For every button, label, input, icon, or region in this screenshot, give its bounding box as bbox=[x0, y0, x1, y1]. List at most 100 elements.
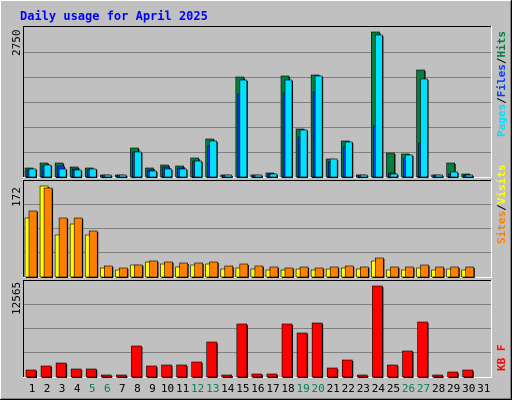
bar-sites: 27: 22 bbox=[420, 264, 430, 278]
bar-kbytes-fill bbox=[116, 374, 127, 378]
bar-pages: 29: 90 bbox=[450, 171, 459, 178]
bar-kbytes-fill bbox=[447, 371, 458, 378]
bar-kbytes-fill bbox=[85, 368, 97, 378]
x-tick-label: 10 bbox=[161, 382, 174, 395]
bar-sites: 29: 18 bbox=[450, 266, 460, 278]
bar-pages: 23: 40 bbox=[360, 174, 369, 178]
bar-sites-fill bbox=[375, 257, 384, 278]
bar-sites-fill bbox=[134, 264, 143, 278]
legend-kbytes: KB F bbox=[495, 345, 508, 372]
bar-kbytes-fill bbox=[281, 323, 293, 378]
bar-sites-fill bbox=[58, 217, 68, 278]
bar-sites-fill bbox=[149, 260, 158, 278]
x-tick-label: 16 bbox=[251, 382, 264, 395]
bar-pages-fill bbox=[314, 75, 323, 178]
bar-sites: 26: 18 bbox=[405, 266, 415, 278]
bar-sites: 15: 23 bbox=[239, 263, 249, 278]
bar-sites-fill bbox=[465, 266, 475, 278]
legend-separator: / bbox=[495, 97, 508, 104]
bar-sites: 11: 25 bbox=[179, 262, 189, 278]
bar-sites-fill bbox=[435, 266, 444, 278]
bar-pages: 14: 40 bbox=[224, 174, 233, 178]
bar-sites: 9: 29 bbox=[149, 260, 159, 278]
bar-sites: 8: 22 bbox=[134, 264, 144, 278]
bar-kbytes: 9: 1390 bbox=[146, 365, 158, 378]
bar-sites-fill bbox=[284, 267, 294, 278]
x-tick-label: 25 bbox=[387, 382, 400, 395]
panel-kbytes: 1: 9502: 14203: 18704: 10005: 10806: 310… bbox=[23, 280, 492, 378]
x-tick-label: 17 bbox=[266, 382, 279, 395]
chart-title: Daily usage for April 2025 bbox=[20, 9, 208, 23]
bar-pages-fill bbox=[360, 174, 368, 178]
x-tick-label: 20 bbox=[312, 382, 325, 395]
legend-separator: / bbox=[495, 57, 508, 64]
y-max-label-kbytes: 12565 bbox=[10, 282, 23, 315]
bar-pages-fill bbox=[194, 160, 202, 178]
bar-kbytes: 4: 1000 bbox=[70, 368, 83, 378]
bar-pages: 21: 340 bbox=[329, 158, 339, 178]
bar-kbytes-fill bbox=[101, 374, 112, 378]
bar-sites-fill bbox=[224, 265, 234, 278]
x-tick-label: 7 bbox=[119, 382, 126, 395]
bar-kbytes-fill bbox=[25, 369, 37, 378]
bar-kbytes: 28: 310 bbox=[432, 374, 444, 378]
bar-pages-fill bbox=[254, 174, 263, 178]
bar-pages-fill bbox=[329, 158, 338, 178]
bar-kbytes-fill bbox=[372, 285, 383, 378]
bar-kbytes-fill bbox=[206, 341, 218, 378]
bar-sites-fill bbox=[194, 262, 203, 278]
x-tick-label: 8 bbox=[134, 382, 141, 395]
x-tick-label: 12 bbox=[191, 382, 204, 395]
bar-pages-fill bbox=[164, 168, 172, 178]
bar-sites: 20: 17 bbox=[314, 267, 325, 278]
bar-kbytes-fill bbox=[176, 364, 187, 378]
bar-pages-fill bbox=[435, 174, 443, 178]
x-tick-label: 23 bbox=[357, 382, 370, 395]
y-max-label-hits: 2750 bbox=[10, 30, 23, 57]
bar-pages-fill bbox=[344, 141, 353, 178]
bar-kbytes: 5: 1080 bbox=[85, 368, 98, 378]
bar-sites-fill bbox=[314, 267, 324, 278]
bar-pages: 22: 650 bbox=[344, 141, 354, 178]
bar-kbytes: 17: 390 bbox=[266, 373, 278, 378]
x-tick-label: 3 bbox=[59, 382, 66, 395]
legend-pages: Pages bbox=[495, 104, 508, 137]
x-tick-label: 29 bbox=[447, 382, 460, 395]
bar-pages: 12: 290 bbox=[194, 160, 203, 178]
bar-kbytes-fill bbox=[251, 373, 263, 378]
bar-sites: 28: 19 bbox=[435, 266, 445, 278]
bar-pages: 18: 1810 bbox=[284, 79, 294, 178]
bar-sites: 22: 20 bbox=[344, 265, 355, 278]
bar-pages-fill bbox=[284, 79, 293, 178]
bar-kbytes-fill bbox=[161, 364, 172, 378]
bar-pages-fill bbox=[149, 170, 157, 178]
bar-sites: 1: 119 bbox=[28, 210, 38, 278]
bar-pages-fill bbox=[28, 168, 37, 178]
bar-sites-fill bbox=[73, 217, 83, 278]
legend-hits: Pages/Files/Hits bbox=[495, 31, 508, 137]
bar-sites: 5: 83 bbox=[88, 230, 99, 278]
x-tick-label: 26 bbox=[402, 382, 415, 395]
panel-visits: 1: 1071: 1192: 1652: 1613: 763: 1064: 96… bbox=[23, 180, 492, 278]
bar-sites-fill bbox=[28, 210, 38, 278]
bar-kbytes: 3: 1870 bbox=[55, 362, 68, 378]
bar-kbytes: 14: 310 bbox=[221, 374, 233, 378]
bar-kbytes: 13: 4600 bbox=[206, 341, 218, 378]
x-tick-label: 11 bbox=[176, 382, 189, 395]
bar-sites: 24: 35 bbox=[375, 257, 385, 278]
x-tick-label: 31 bbox=[477, 382, 490, 395]
bar-pages-fill bbox=[104, 174, 112, 178]
bar-kbytes-fill bbox=[131, 345, 142, 378]
bar-pages-fill bbox=[405, 154, 413, 178]
bar-kbytes: 7: 310 bbox=[116, 374, 128, 378]
bar-kbytes: 19: 5820 bbox=[296, 332, 309, 378]
bar-pages-fill bbox=[420, 78, 428, 178]
panel-hits-bars: 1: 1601: 1301: 1402: 2602: 2102: 2303: 2… bbox=[24, 31, 474, 178]
bar-sites-fill bbox=[450, 266, 459, 278]
legend-visits-label: Visits bbox=[495, 165, 508, 205]
bar-sites: 13: 28 bbox=[209, 261, 219, 278]
bar-kbytes: 25: 1550 bbox=[387, 364, 399, 378]
legend-files: Files bbox=[495, 64, 508, 97]
bar-sites-fill bbox=[254, 265, 264, 278]
bar-pages: 7: 40 bbox=[119, 174, 128, 178]
